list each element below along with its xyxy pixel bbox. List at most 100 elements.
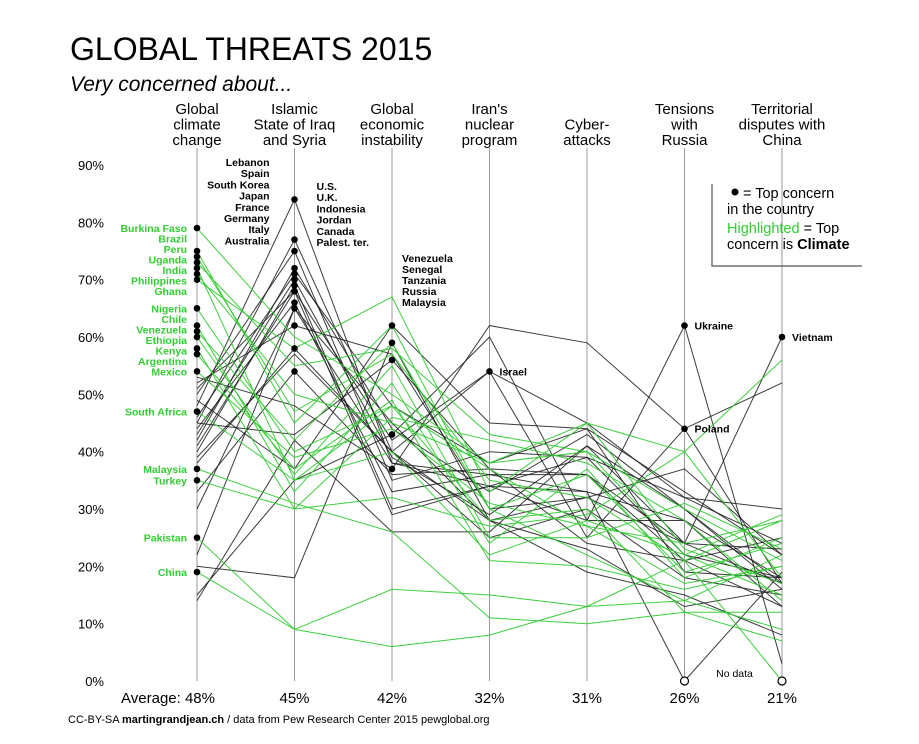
category-label-6: disputes with [739,117,826,134]
country-label-china: China [158,567,187,579]
top-concern-point [193,259,201,266]
series-line-14 [196,405,783,585]
top-concern-point [388,356,396,364]
top-concern-point [291,276,298,283]
country-label-u-k: U.K. [317,192,338,204]
top-concern-point [193,270,201,278]
top-concern-point [778,333,786,341]
country-label-france: France [235,202,270,214]
top-concern-point [193,247,201,255]
top-concern-point [193,305,201,312]
country-label-poland: Poland [695,424,730,436]
category-label-1: State of Iraq [254,117,336,134]
country-label-mexico: Mexico [151,366,187,378]
average-label-6: 21% [767,690,797,707]
y-tick-label: 50% [78,387,104,402]
country-label-pakistan: Pakistan [144,533,187,545]
country-label-venezuela: Venezuela [402,253,453,265]
average-labels: Average: 48% 45% 42% 32% 31% 26% 21% [121,690,797,707]
category-label-0: Global [175,101,218,118]
series-line-10 [196,336,783,550]
y-tick-label: 30% [78,502,104,517]
country-label-ukraine: Ukraine [695,321,734,333]
legend-highlight-rest: = Top [804,221,840,237]
country-label-malaysia: Malaysia [143,464,187,476]
top-concern-point [291,305,298,312]
category-label-5: with [670,117,698,134]
y-tick-label: 80% [78,215,104,230]
country-label-ethiopia: Ethiopia [146,335,188,347]
top-concern-point [193,333,201,341]
top-concern-point [291,264,298,272]
footer-credit: CC-BY-SA martingrandjean.ch / data from … [68,714,489,726]
category-axes [196,148,783,681]
top-concern-point [193,477,201,484]
top-concern-point [193,408,201,415]
top-concern-point [681,322,688,329]
country-label-indonesia: Indonesia [317,203,366,215]
no-data-point [679,676,690,686]
footer-author: martingrandjean.ch [122,714,224,726]
country-label-kenya: Kenya [155,345,187,357]
category-label-4: attacks [563,132,611,149]
country-label-israel: Israel [500,366,528,378]
top-concern-point [193,345,201,352]
average-label-4: 31% [572,690,602,707]
country-label-russia: Russia [402,286,437,298]
country-label-japan: Japan [239,191,269,203]
country-label-ghana: Ghana [154,286,187,298]
country-label-italy: Italy [248,224,269,236]
legend-climate-line: concern is Climate [727,237,850,253]
category-label-0: climate [173,117,221,134]
category-label-5: Russia [662,132,709,149]
country-label-australia: Australia [225,235,270,247]
series-line-15 [196,468,783,642]
top-concern-point [291,322,298,329]
country-label-senegal: Senegal [402,264,442,276]
average-label-1: 45% [279,690,309,707]
y-tick-label: 40% [78,445,104,460]
legend-highlight-line: Highlighted = Top [727,221,839,237]
y-tick-label: 0% [85,674,104,689]
country-label-south-korea: South Korea [207,179,270,191]
category-label-2: instability [361,132,423,149]
top-concern-point [193,327,201,335]
series-line-13 [196,371,783,544]
top-concern-point [193,350,201,358]
category-label-3: nuclear [465,117,514,134]
category-label-5: Tensions [655,101,714,118]
category-label-3: program [462,132,518,149]
category-label-1: and Syria [263,132,327,149]
top-concern-point [291,270,298,278]
top-concern-point [291,282,298,289]
top-concern-point [291,345,298,352]
top-concern-point [193,276,201,283]
average-label-2: 42% [377,690,407,707]
country-label-tanzania: Tanzania [402,275,446,287]
chart-title: GLOBAL THREATS 2015 [70,31,432,67]
category-label-6: China [762,132,802,149]
series-line-8 [196,325,783,579]
no-data-point [777,676,787,686]
y-tick-label: 60% [78,330,104,345]
category-label-2: Global [370,101,413,118]
country-label-nigeria: Nigeria [151,303,187,315]
country-label-malaysia: Malaysia [402,297,446,309]
top-concern-point [193,322,201,329]
series-line-16 [196,451,783,579]
country-label-uganda: Uganda [148,255,187,267]
country-label-south-africa: South Africa [125,407,187,419]
y-tick-label: 10% [78,617,104,632]
series-line-18 [196,559,783,682]
country-label-vietnam: Vietnam [792,332,833,344]
average-label-3: 32% [474,690,504,707]
category-label-3: Iran's [471,101,507,118]
country-label-chile: Chile [161,314,187,326]
y-tick-label: 20% [78,559,104,574]
country-label-lebanon: Lebanon [226,157,270,169]
country-label-turkey: Turkey [153,475,187,487]
top-concern-point [193,253,201,261]
top-concern-point [193,224,201,232]
top-concern-point [193,465,201,473]
